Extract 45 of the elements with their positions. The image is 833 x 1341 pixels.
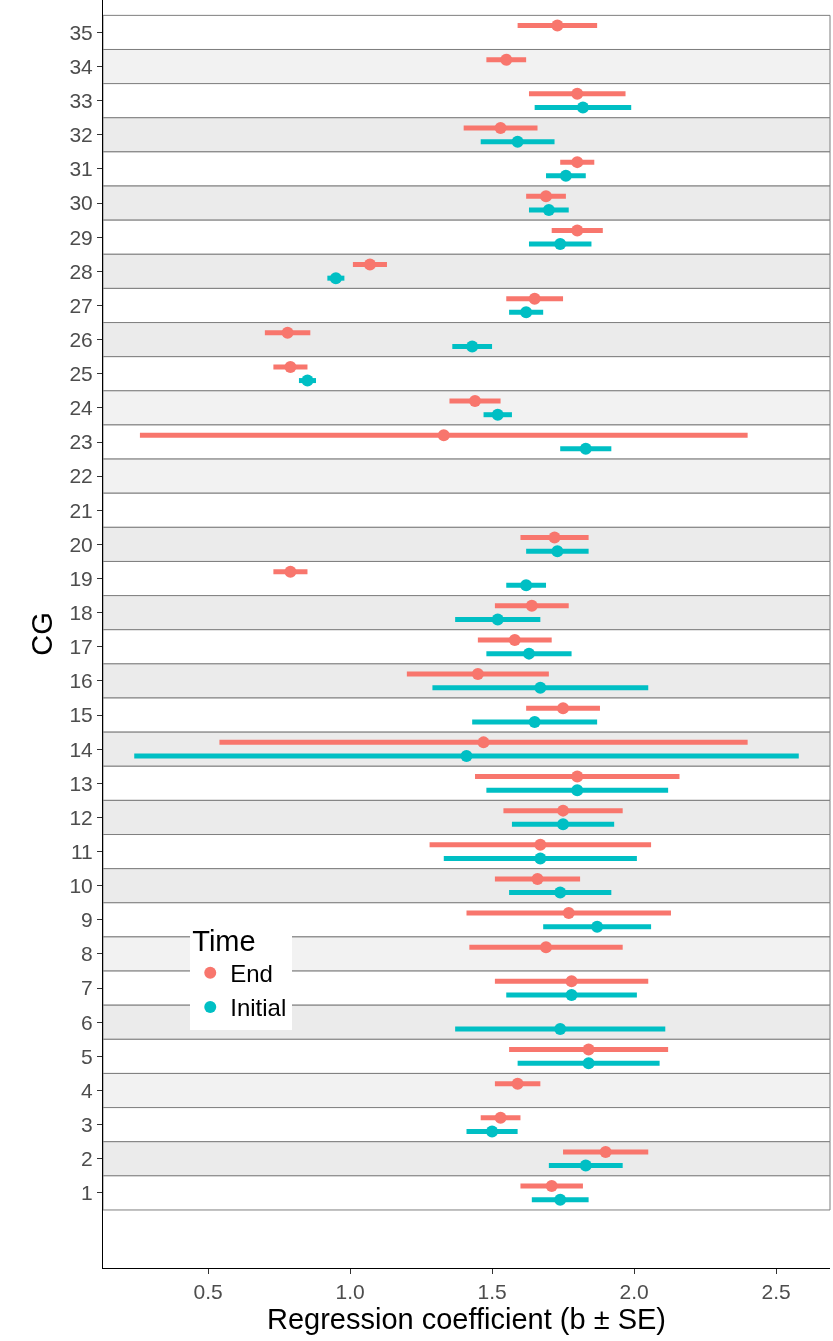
y-tick-label: 21 bbox=[69, 498, 93, 522]
y-tick-label: 17 bbox=[69, 635, 93, 659]
y-tick-label: 10 bbox=[69, 874, 93, 898]
y-tick-label: 11 bbox=[70, 839, 93, 863]
x-axis-title: Regression coefficient (b ± SE) bbox=[266, 1303, 667, 1336]
y-tick-label: 27 bbox=[69, 293, 93, 317]
x-tick-label: 2.5 bbox=[761, 1280, 791, 1304]
x-tick-label: 0.5 bbox=[193, 1280, 223, 1304]
x-tick-label: 2.0 bbox=[619, 1280, 649, 1304]
y-tick-label: 24 bbox=[69, 396, 94, 420]
y-tick-label: 34 bbox=[69, 54, 94, 78]
y-tick-label: 8 bbox=[81, 942, 93, 966]
y-tick-label: 7 bbox=[81, 976, 93, 1000]
y-tick-label: 15 bbox=[69, 703, 93, 727]
y-tick-label: 26 bbox=[69, 327, 93, 351]
y-tick-label: 18 bbox=[69, 601, 93, 625]
y-tick-label: 20 bbox=[69, 532, 93, 556]
legend-title: Time bbox=[192, 924, 256, 957]
y-tick-label: 31 bbox=[69, 157, 93, 181]
y-tick-label: 4 bbox=[81, 1078, 94, 1102]
y-tick-label: 14 bbox=[69, 737, 94, 761]
x-tick-label: 1.0 bbox=[335, 1280, 365, 1304]
y-tick-label: 1 bbox=[81, 1181, 93, 1205]
y-tick-label: 29 bbox=[69, 225, 93, 249]
y-tick-label: 33 bbox=[69, 89, 93, 113]
legend-label: Initial bbox=[230, 994, 287, 1022]
y-tick-label: 12 bbox=[69, 805, 93, 829]
y-tick-label: 2 bbox=[81, 1147, 93, 1171]
y-tick-label: 13 bbox=[69, 771, 93, 795]
y-tick-label: 9 bbox=[81, 908, 93, 932]
y-tick-label: 3 bbox=[81, 1113, 93, 1136]
x-tick-label: 1.5 bbox=[477, 1280, 507, 1304]
y-tick-label: 22 bbox=[69, 464, 93, 488]
y-tick-label: 6 bbox=[81, 1010, 93, 1034]
y-tick-label: 19 bbox=[69, 566, 93, 590]
y-tick-label: 35 bbox=[69, 20, 93, 44]
legend-label: End bbox=[230, 960, 273, 988]
y-axis-title: CG bbox=[25, 612, 58, 656]
y-tick-label: 25 bbox=[69, 362, 93, 386]
y-tick-label: 28 bbox=[69, 259, 93, 283]
y-tick-label: 16 bbox=[69, 669, 93, 693]
y-tick-label: 30 bbox=[69, 191, 93, 215]
y-tick-label: 5 bbox=[81, 1044, 93, 1068]
y-tick-label: 32 bbox=[69, 123, 93, 147]
y-tick-label: 23 bbox=[69, 430, 93, 454]
